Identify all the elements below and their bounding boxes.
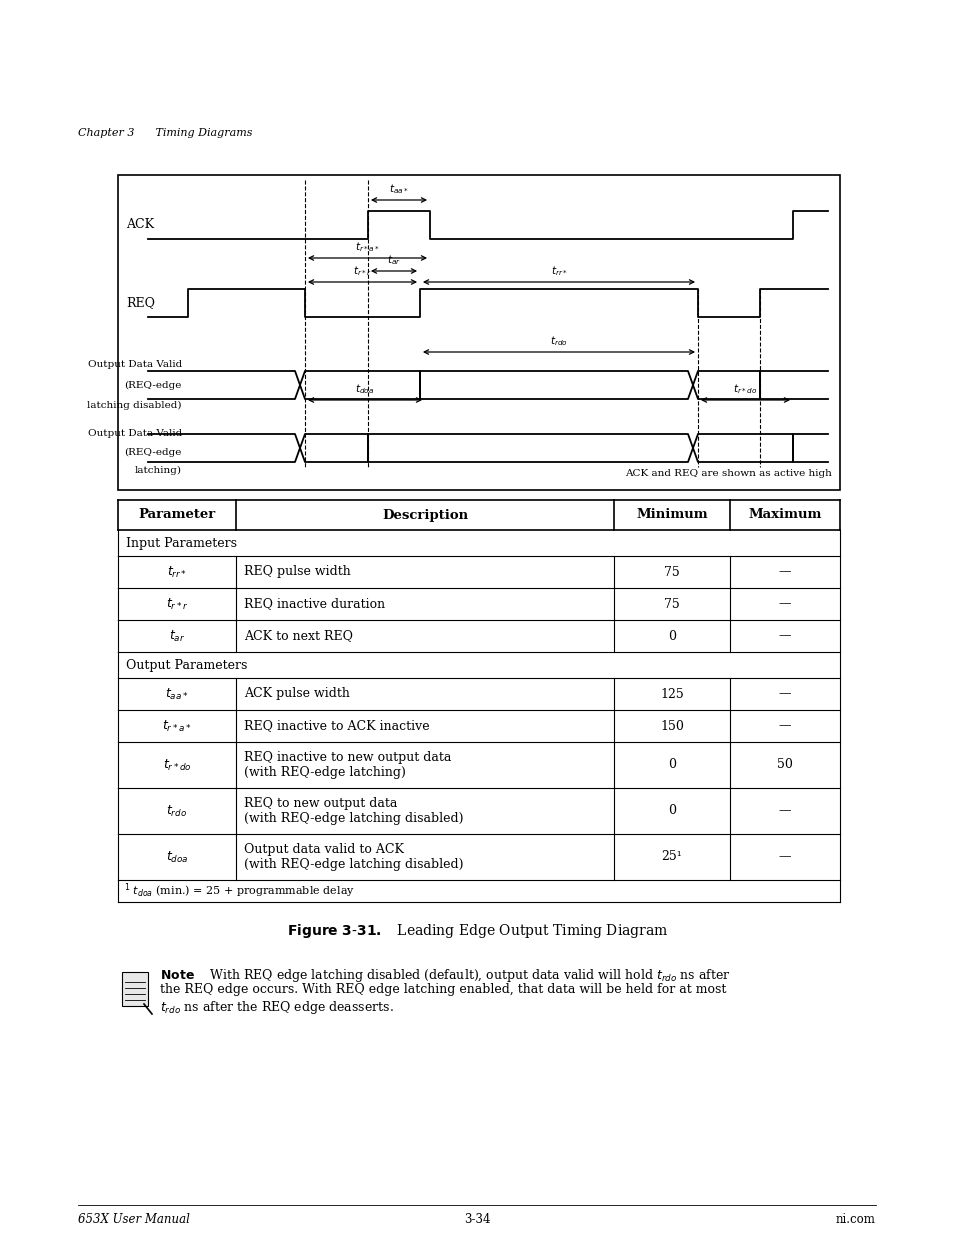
Text: (with REQ-edge latching disabled): (with REQ-edge latching disabled) <box>244 858 463 871</box>
Text: Output Parameters: Output Parameters <box>126 658 247 672</box>
Text: $t_{doa}$: $t_{doa}$ <box>166 850 188 864</box>
Text: Output Data Valid: Output Data Valid <box>88 429 182 438</box>
Text: REQ: REQ <box>126 296 154 310</box>
Text: (with REQ-edge latching): (with REQ-edge latching) <box>244 766 405 779</box>
Text: $t_{r*a*}$: $t_{r*a*}$ <box>162 719 192 734</box>
Text: $t_{r*r}$: $t_{r*r}$ <box>353 264 372 278</box>
Text: $t_{rdo}$: $t_{rdo}$ <box>167 804 188 819</box>
FancyBboxPatch shape <box>122 972 148 1007</box>
Text: $\mathbf{Note}$    With REQ edge latching disabled (default), output data valid : $\mathbf{Note}$ With REQ edge latching d… <box>160 967 730 984</box>
Text: (REQ-edge: (REQ-edge <box>125 380 182 389</box>
Text: (REQ-edge: (REQ-edge <box>125 447 182 457</box>
Text: $\mathbf{Figure\ 3\text{-}31.}$   Leading Edge Output Timing Diagram: $\mathbf{Figure\ 3\text{-}31.}$ Leading … <box>287 923 668 940</box>
Text: —: — <box>778 851 790 863</box>
Text: Maximum: Maximum <box>747 509 821 521</box>
Text: $t_{rr*}$: $t_{rr*}$ <box>167 564 187 579</box>
Bar <box>118 175 840 490</box>
Text: Output Data Valid: Output Data Valid <box>88 359 182 369</box>
Text: Chapter 3      Timing Diagrams: Chapter 3 Timing Diagrams <box>78 128 253 138</box>
Text: 3-34: 3-34 <box>463 1213 490 1226</box>
Text: 150: 150 <box>659 720 683 732</box>
Text: —: — <box>778 688 790 700</box>
Text: Input Parameters: Input Parameters <box>126 536 236 550</box>
Text: $t_{doa}$: $t_{doa}$ <box>355 382 375 396</box>
Text: Description: Description <box>381 509 468 521</box>
Text: —: — <box>778 598 790 610</box>
Text: $t_{rdo}$: $t_{rdo}$ <box>550 335 567 348</box>
Text: ACK pulse width: ACK pulse width <box>244 688 350 700</box>
Text: 125: 125 <box>659 688 683 700</box>
Text: $t_{ar}$: $t_{ar}$ <box>169 629 185 643</box>
Text: $t_{ar}$: $t_{ar}$ <box>387 253 400 267</box>
Text: 75: 75 <box>663 598 679 610</box>
Text: $t_{aa*}$: $t_{aa*}$ <box>165 687 189 701</box>
Text: $t_{aa*}$: $t_{aa*}$ <box>389 183 409 196</box>
Text: REQ inactive to new output data: REQ inactive to new output data <box>244 751 451 763</box>
Text: —: — <box>778 804 790 818</box>
Text: 25¹: 25¹ <box>661 851 681 863</box>
Text: $t_{r*r}$: $t_{r*r}$ <box>166 597 188 611</box>
Text: ACK and REQ are shown as active high: ACK and REQ are shown as active high <box>624 469 831 478</box>
Text: ACK: ACK <box>126 219 154 231</box>
Text: latching): latching) <box>135 466 182 475</box>
Text: —: — <box>778 630 790 642</box>
Text: 0: 0 <box>667 630 676 642</box>
Text: REQ inactive duration: REQ inactive duration <box>244 598 385 610</box>
Text: 0: 0 <box>667 758 676 772</box>
Text: $t_{r*do}$: $t_{r*do}$ <box>162 757 192 773</box>
Text: —: — <box>778 720 790 732</box>
Text: ni.com: ni.com <box>835 1213 875 1226</box>
Text: Parameter: Parameter <box>138 509 215 521</box>
Text: REQ to new output data: REQ to new output data <box>244 797 397 810</box>
Text: ACK to next REQ: ACK to next REQ <box>244 630 353 642</box>
Text: Minimum: Minimum <box>636 509 707 521</box>
Text: REQ pulse width: REQ pulse width <box>244 566 351 578</box>
Text: $t_{r*a*}$: $t_{r*a*}$ <box>355 240 379 254</box>
Text: (with REQ-edge latching disabled): (with REQ-edge latching disabled) <box>244 813 463 825</box>
Text: latching disabled): latching disabled) <box>88 401 182 410</box>
Text: —: — <box>778 566 790 578</box>
Text: REQ inactive to ACK inactive: REQ inactive to ACK inactive <box>244 720 429 732</box>
Text: $t_{rdo}$ ns after the REQ edge deasserts.: $t_{rdo}$ ns after the REQ edge deassert… <box>160 999 394 1016</box>
Text: $^1$ $t_{doa}$ (min.) = 25 + programmable delay: $^1$ $t_{doa}$ (min.) = 25 + programmabl… <box>124 882 355 900</box>
Text: 50: 50 <box>777 758 792 772</box>
Text: the REQ edge occurs. With REQ edge latching enabled, that data will be held for : the REQ edge occurs. With REQ edge latch… <box>160 983 725 995</box>
Text: $t_{r*do}$: $t_{r*do}$ <box>733 382 757 396</box>
Text: $t_{rr*}$: $t_{rr*}$ <box>550 264 567 278</box>
Text: 653X User Manual: 653X User Manual <box>78 1213 190 1226</box>
Text: 75: 75 <box>663 566 679 578</box>
Text: Output data valid to ACK: Output data valid to ACK <box>244 842 403 856</box>
Text: 0: 0 <box>667 804 676 818</box>
